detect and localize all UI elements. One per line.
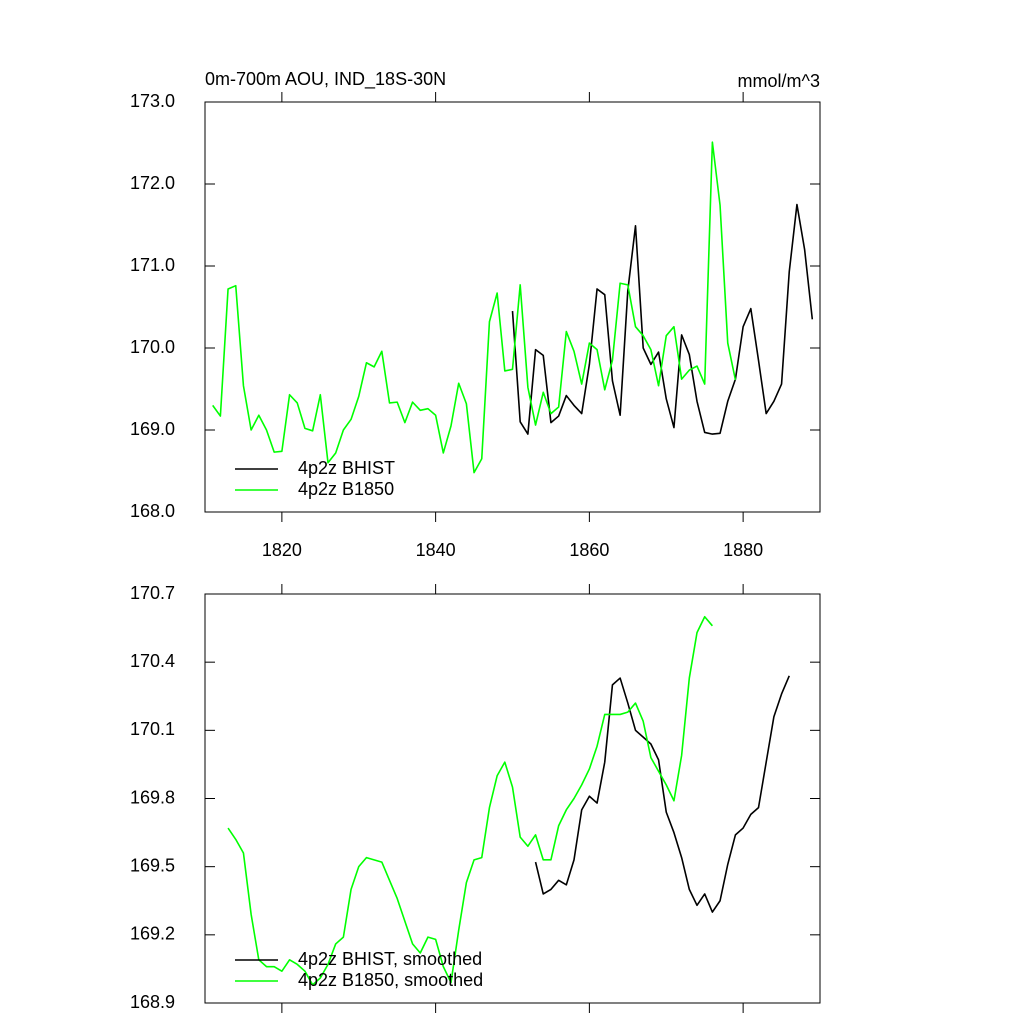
plot-frame: [204, 101, 821, 513]
y-tick-label: 170.0: [130, 337, 175, 357]
y-tick-label: 170.1: [130, 719, 175, 739]
y-tick-label: 169.5: [130, 855, 175, 875]
y-tick-label: 169.2: [130, 924, 175, 944]
x-tick-label: 1880: [723, 540, 763, 560]
y-tick-label: 172.0: [130, 173, 175, 193]
y-tick-label: 170.7: [130, 583, 175, 603]
x-tick-label: 1860: [569, 540, 609, 560]
plot-frame: [204, 593, 821, 1004]
series-line: [212, 141, 737, 474]
units-label: mmol/m^3: [738, 71, 820, 91]
series-line: [534, 675, 790, 913]
x-tick-label: 1840: [416, 540, 456, 560]
legend-label: 4p2z B1850: [298, 479, 394, 499]
y-tick-label: 169.8: [130, 787, 175, 807]
y-tick-label: 170.4: [130, 651, 175, 671]
legend-label: 4p2z B1850, smoothed: [298, 970, 483, 990]
y-tick-label: 173.0: [130, 91, 175, 111]
series-line: [511, 203, 814, 435]
chart-title: 0m-700m AOU, IND_18S-30N: [205, 69, 446, 90]
y-tick-label: 168.0: [130, 501, 175, 521]
legend-label: 4p2z BHIST: [298, 458, 395, 478]
y-tick-label: 171.0: [130, 255, 175, 275]
y-tick-label: 168.9: [130, 992, 175, 1012]
y-tick-label: 169.0: [130, 419, 175, 439]
series-line: [227, 615, 713, 986]
x-tick-label: 1820: [262, 540, 302, 560]
legend-label: 4p2z BHIST, smoothed: [298, 949, 482, 969]
